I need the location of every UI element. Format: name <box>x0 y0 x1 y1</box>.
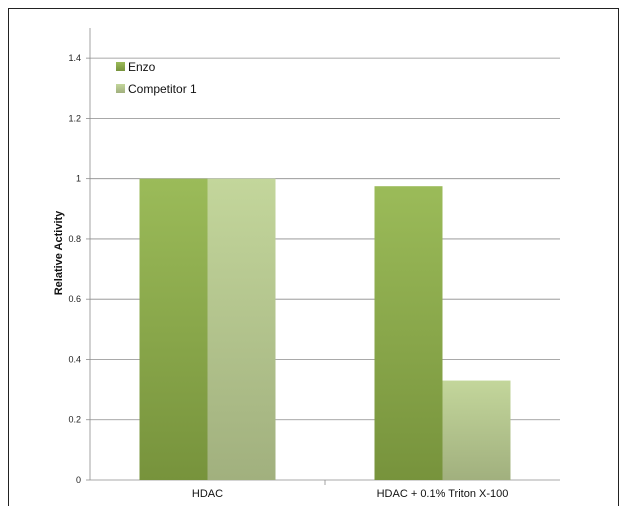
chart-frame <box>8 8 619 506</box>
y-tick-label: 1.2 <box>68 113 81 123</box>
x-category-label: HDAC <box>192 488 223 500</box>
y-tick-label: 1 <box>76 174 81 184</box>
x-category-label: HDAC + 0.1% Triton X-100 <box>377 488 509 500</box>
y-tick-label: 1.4 <box>68 53 81 63</box>
y-tick-label: 0.6 <box>68 294 81 304</box>
labels: 0 0.2 0.4 0.6 0.8 1 1.2 1.4 HDAC HDAC + 0.1% Trit… <box>68 53 508 500</box>
bar-competitor-1-0 <box>207 178 276 480</box>
bars <box>139 178 511 480</box>
y-tick-label: 0.2 <box>68 415 81 425</box>
bar-competitor-1-1 <box>442 380 511 480</box>
legend: Enzo Competitor 1 <box>116 60 197 96</box>
legend-swatch-enzo <box>116 62 125 71</box>
y-tick-label: 0.4 <box>68 354 81 364</box>
bar-enzo-0 <box>139 178 208 480</box>
bar-enzo-1 <box>374 186 443 480</box>
y-axis-label: Relative Activity <box>53 210 65 295</box>
y-tick-label: 0 <box>76 475 81 485</box>
legend-swatch-competitor-1 <box>116 84 125 93</box>
y-tick-label: 0.8 <box>68 234 81 244</box>
legend-label-enzo: Enzo <box>128 60 156 74</box>
legend-label-competitor-1: Competitor 1 <box>128 82 197 96</box>
